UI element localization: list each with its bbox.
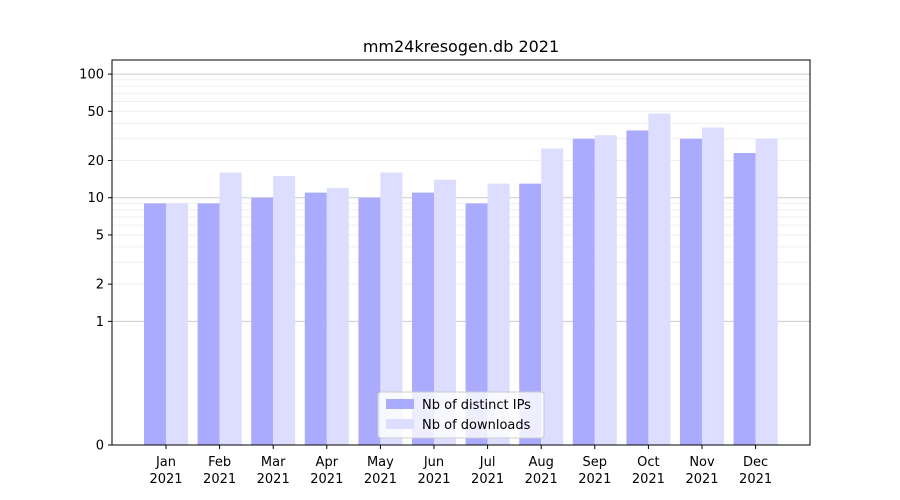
x-tick-label-year: 2021 [632,472,665,487]
x-tick-label-month: May [367,455,394,470]
x-tick-label-month: Jul [479,455,496,470]
bar-ips-mar [251,197,274,445]
plot-frame [111,59,811,446]
bar-downloads-aug [541,148,564,445]
bar-downloads-may [380,172,403,446]
y-tick-label: 20 [87,154,104,169]
x-tick-label-year: 2021 [149,472,182,487]
x-tick-label-month: Jan [155,455,176,470]
legend-swatch [386,399,414,409]
x-tick-label-month: Jun [423,455,444,470]
y-tick-label: 50 [87,105,104,120]
x-tick-label-year: 2021 [525,472,558,487]
x-tick-label-year: 2021 [203,472,236,487]
y-axis: 0 1 2 5 10 20 50 100 [79,68,112,454]
x-tick-label-month: Aug [529,455,554,470]
x-tick-label-month: Mar [261,455,286,470]
bar-ips-jan [144,203,166,445]
legend-label: Nb of downloads [422,418,531,433]
x-tick-label-month: Sep [583,455,608,470]
x-tick-label-year: 2021 [364,472,397,487]
chart-title: mm24kresogen.db 2021 [363,37,559,56]
y-tick-label: 1 [96,315,104,330]
bar-downloads-apr [326,187,349,445]
bar-downloads-feb [219,172,242,446]
bar-ips-aug [519,183,542,445]
x-tick-label-year: 2021 [739,472,772,487]
bar-ips-sep [572,138,595,446]
bar-downloads-jul [487,183,510,445]
bar-downloads-jan [166,203,188,445]
bar-ips-may [358,197,381,445]
x-tick-label-month: Feb [208,455,231,470]
bar-ips-apr [304,192,327,445]
bar-ips-jul [465,203,488,445]
x-tick-label-year: 2021 [578,472,611,487]
bar-downloads-oct [648,113,671,446]
x-tick-label-year: 2021 [685,472,718,487]
legend-label: Nb of distinct IPs [422,398,531,413]
y-tick-label: 2 [96,278,104,293]
y-tick-label: 5 [96,228,104,243]
x-tick-label-year: 2021 [471,472,504,487]
x-tick-label-month: Dec [743,455,768,470]
bar-downloads-sep [594,135,617,445]
bar-ips-feb [197,203,220,445]
bar-ips-jun [412,192,434,445]
legend-swatch [386,419,414,429]
legend: Nb of distinct IPs Nb of downloads [377,391,545,439]
x-tick-label-year: 2021 [310,472,343,487]
x-tick-label-year: 2021 [417,472,450,487]
bar-downloads-dec [755,138,778,446]
x-tick-label-year: 2021 [257,472,290,487]
bar-ips-oct [626,130,649,445]
y-tick-label: 100 [79,68,104,83]
y-tick-label: 10 [87,191,104,206]
bar-ips-dec [733,153,756,445]
bar-ips-nov [680,138,702,446]
x-tick-label-month: Apr [316,455,339,470]
x-tick-label-month: Nov [689,455,715,470]
bar-downloads-nov [702,127,724,446]
bar-downloads-jun [434,179,456,446]
y-tick-label: 0 [96,439,104,454]
x-axis: Jan 2021 Feb 2021 Mar 2021 Apr 2021 May 2021 Jun 20… [149,445,772,487]
bar-downloads-mar [273,175,296,445]
x-tick-label-month: Oct [637,455,659,470]
bars [144,113,778,446]
legend-box [377,391,545,439]
